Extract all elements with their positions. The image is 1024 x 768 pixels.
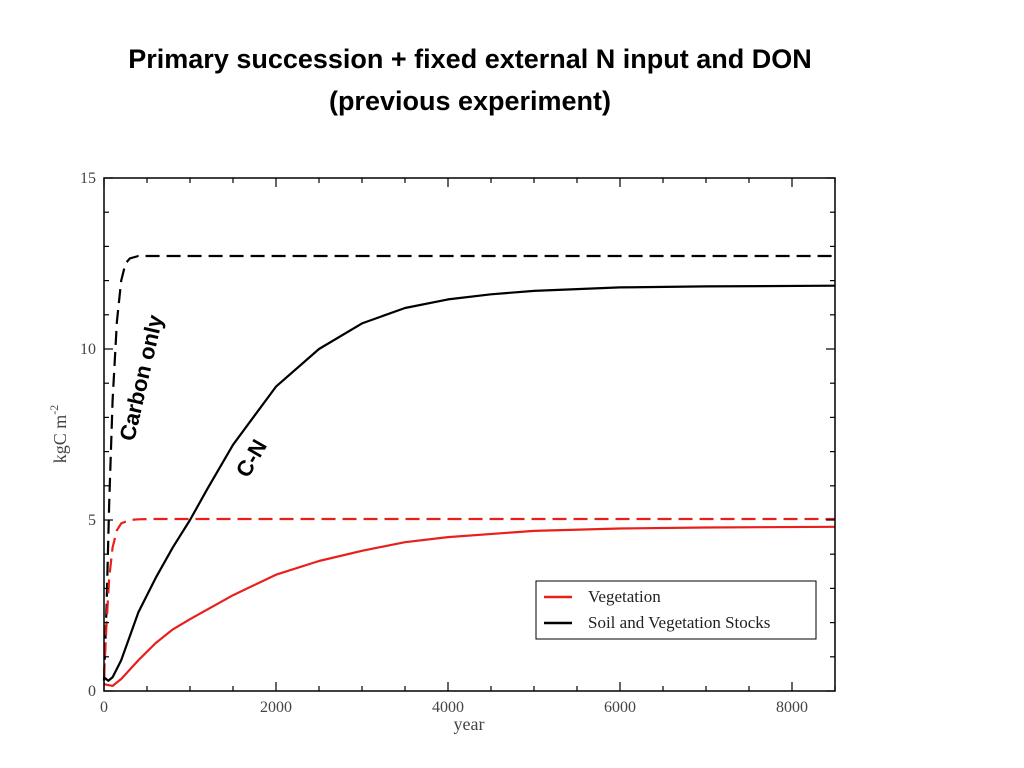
x-tick-label: 8000 [776, 699, 808, 716]
series-line-3 [103, 525, 836, 688]
annotation-c-n: C-N [231, 435, 272, 481]
annotation-carbon-only: Carbon only [115, 312, 168, 443]
x-tick-label: 4000 [432, 699, 464, 716]
x-tick-label: 6000 [604, 699, 636, 716]
slide-title-line2: (previous experiment) [328, 86, 612, 116]
legend: Vegetation Soil and Vegetation Stocks [535, 580, 817, 640]
y-axis-title: kgC m-2 [47, 405, 70, 464]
plot-frame [103, 177, 836, 692]
slide-title-line1: Primary succession + fixed external N in… [128, 44, 812, 74]
series-line-2 [103, 284, 836, 682]
y-axis-title-superscript: -2 [47, 405, 61, 415]
tick-layer: 0 2000 4000 6000 8000 0 5 10 15 [80, 170, 836, 716]
legend-box [535, 580, 817, 640]
series-line-1 [102, 517, 835, 678]
series-line-0 [102, 254, 835, 681]
y-tick-label: 10 [80, 341, 96, 358]
legend-label-soil-vegetation: Soil and Vegetation Stocks [588, 613, 770, 632]
y-tick-label: 5 [88, 512, 96, 529]
x-axis-title: year [454, 714, 485, 734]
y-axis-title-main: kgC m [50, 415, 70, 464]
y-tick-label: 0 [88, 683, 96, 700]
legend-label-vegetation: Vegetation [588, 587, 661, 606]
x-tick-label: 2000 [260, 699, 292, 716]
y-tick-label: 15 [80, 170, 96, 187]
series-layer [102, 254, 836, 688]
slide-title: Primary succession + fixed external N in… [0, 38, 940, 122]
x-tick-label: 0 [100, 699, 108, 716]
